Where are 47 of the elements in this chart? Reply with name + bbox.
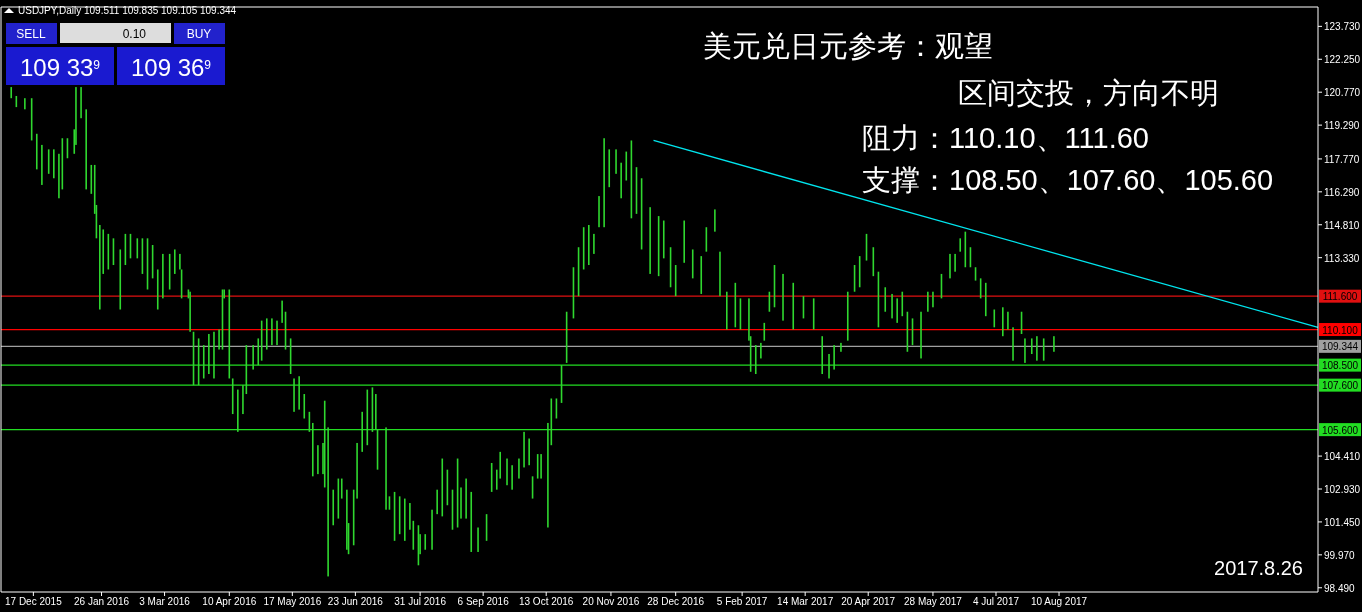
chart-title: USDJPY,Daily 109.511 109.835 109.105 109.344 bbox=[18, 5, 237, 16]
y-tick-label: 101.450 bbox=[1324, 516, 1361, 528]
annotation: BUY bbox=[186, 27, 212, 41]
y-tick-label: 116.290 bbox=[1324, 186, 1360, 198]
ref-line-label: 110.100 bbox=[1322, 324, 1359, 336]
x-tick-label: 17 May 2016 bbox=[263, 596, 322, 607]
y-tick-label: 120.770 bbox=[1324, 87, 1361, 99]
y-tick-label: 104.410 bbox=[1324, 451, 1361, 463]
y-tick-label: 102.930 bbox=[1324, 484, 1361, 496]
ref-line-label: 109.344 bbox=[1321, 341, 1359, 353]
x-tick-label: 20 Apr 2017 bbox=[841, 596, 896, 607]
x-tick-label: 6 Sep 2016 bbox=[457, 596, 510, 607]
x-tick-label: 10 Aug 2017 bbox=[1030, 596, 1088, 607]
annotation: 美元兑日元参考：观望 bbox=[703, 30, 993, 62]
y-tick-label: 119.290 bbox=[1324, 120, 1360, 132]
x-tick-label: 10 Apr 2016 bbox=[202, 596, 257, 607]
x-tick-label: 23 Jun 2016 bbox=[327, 596, 384, 607]
x-tick-label: 20 Nov 2016 bbox=[582, 596, 640, 607]
annotation: 109 33$^{9}$ bbox=[19, 54, 101, 81]
y-tick-label: 123.730 bbox=[1324, 21, 1361, 33]
ref-line-label: 107.600 bbox=[1321, 380, 1359, 392]
x-tick-label: 28 Dec 2016 bbox=[647, 596, 705, 607]
x-tick-label: 3 Mar 2016 bbox=[139, 596, 191, 607]
x-tick-label: 28 May 2017 bbox=[904, 596, 963, 607]
annotation: 阻力：110.10、111.60 bbox=[862, 122, 1149, 154]
ref-line-label: 108.500 bbox=[1321, 360, 1359, 372]
annotation: 0.10 bbox=[122, 27, 147, 41]
x-tick-label: 4 Jul 2017 bbox=[972, 596, 1020, 607]
ref-line-label: 105.600 bbox=[1321, 424, 1359, 436]
annotation: 109 36$^{9}$ bbox=[130, 54, 212, 81]
x-tick-label: 14 Mar 2017 bbox=[777, 596, 834, 607]
annotation: 区间交投，方向不明 bbox=[958, 77, 1219, 109]
ref-line-label: 111.600 bbox=[1322, 291, 1358, 303]
x-tick-label: 31 Jul 2016 bbox=[394, 596, 447, 607]
y-tick-label: 98.490 bbox=[1324, 582, 1356, 594]
x-tick-label: 13 Oct 2016 bbox=[518, 596, 574, 607]
y-tick-label: 113.330 bbox=[1324, 252, 1360, 264]
x-tick-label: 5 Feb 2017 bbox=[716, 596, 768, 607]
annotation: SELL bbox=[16, 27, 46, 41]
x-tick-label: 26 Jan 2016 bbox=[73, 596, 130, 607]
annotation: 支撑：108.50、107.60、105.60 bbox=[862, 164, 1274, 196]
y-tick-label: 122.250 bbox=[1324, 54, 1361, 66]
y-tick-label: 99.970 bbox=[1324, 549, 1356, 561]
x-tick-label: 17 Dec 2015 bbox=[5, 596, 63, 607]
y-tick-label: 114.810 bbox=[1324, 219, 1360, 231]
y-tick-label: 117.770 bbox=[1324, 153, 1360, 165]
annotation: 2017.8.26 bbox=[1214, 557, 1303, 579]
